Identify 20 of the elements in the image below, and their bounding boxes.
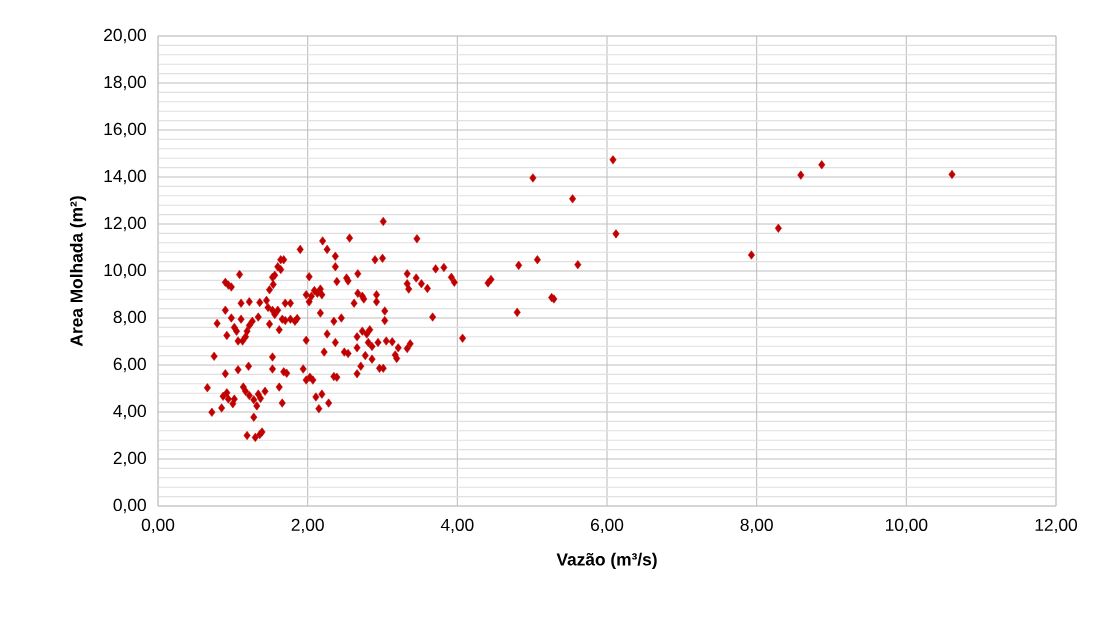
x-tick-label: 12,00 [1035, 518, 1078, 534]
y-tick-label: 14,00 [104, 169, 146, 185]
x-tick-label: 0,00 [141, 518, 175, 534]
y-tick-label: 2,00 [113, 451, 146, 467]
x-tick-label: 8,00 [740, 518, 773, 534]
y-axis-title: Area Molhada (m²) [69, 196, 87, 347]
x-tick-label: 10,00 [885, 518, 928, 534]
y-tick-label: 16,00 [104, 122, 146, 138]
y-tick-label: 20,00 [104, 28, 146, 44]
x-tick-label: 4,00 [440, 518, 474, 534]
y-tick-label: 4,00 [113, 404, 146, 420]
y-tick-label: 8,00 [113, 310, 146, 326]
y-tick-label: 10,00 [104, 263, 146, 279]
y-tick-label: 6,00 [113, 357, 146, 373]
y-tick-label: 12,00 [104, 216, 146, 232]
x-axis-title: Vazão (m³/s) [556, 552, 657, 570]
y-tick-label: 0,00 [113, 498, 146, 514]
x-tick-label: 6,00 [591, 518, 624, 534]
y-tick-label: 18,00 [104, 75, 146, 91]
x-tick-label: 2,00 [291, 518, 324, 534]
